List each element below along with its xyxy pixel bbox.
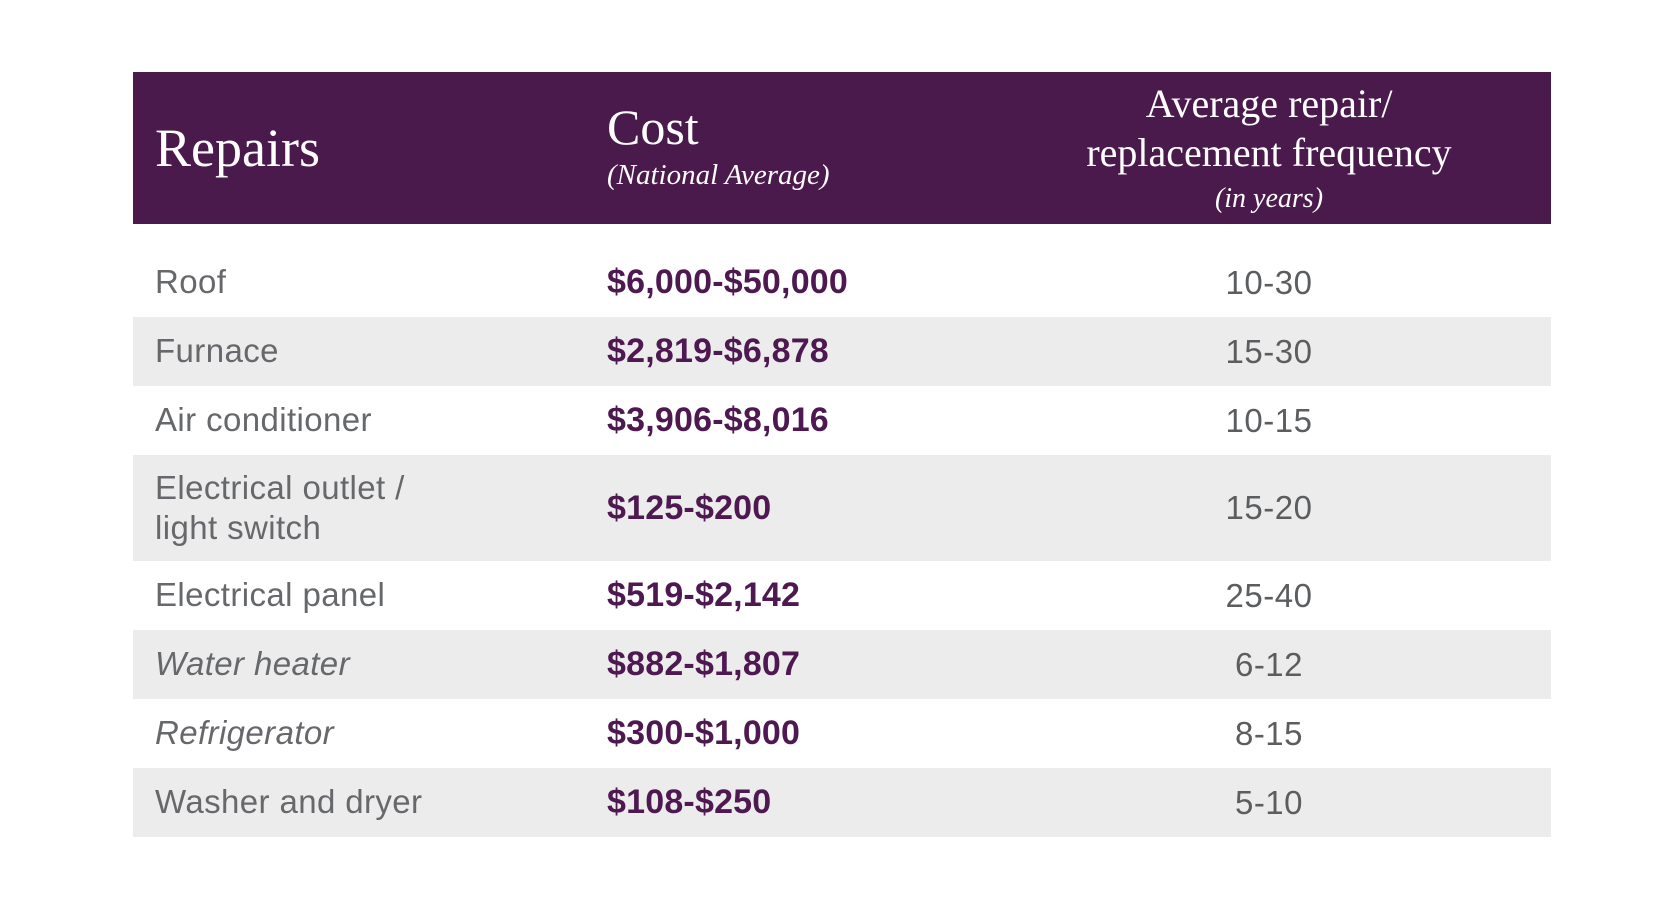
cost-value: $3,906-$8,016 [607, 401, 829, 439]
cost-value: $125-$200 [607, 488, 772, 527]
frequency-value: 5-10 [1234, 783, 1304, 821]
table-row-refrigerator: Refrigerator $300-$1,000 8-15 [133, 699, 1551, 768]
cost-value: $519-$2,142 [607, 576, 801, 614]
repair-label: Electrical panel [155, 576, 386, 614]
repair-cost-table: Repairs Cost (National Average) Average … [133, 72, 1551, 837]
table-row-roof: Roof $6,000-$50,000 10-30 [133, 248, 1551, 317]
repair-label: Water heater [155, 645, 350, 683]
repair-label: Washer and dryer [155, 783, 423, 821]
table-row-water-heater: Water heater $882-$1,807 6-12 [133, 630, 1551, 699]
frequency-value: 15-20 [1225, 489, 1313, 526]
cost-value: $300-$1,000 [607, 714, 801, 752]
repair-label: Roof [155, 263, 227, 301]
frequency-value: 10-30 [1225, 263, 1313, 301]
table-header-row: Repairs Cost (National Average) Average … [133, 72, 1551, 224]
repair-label: Electrical outlet / light switch [133, 468, 607, 549]
header-frequency-label-line2: replacement frequency [1086, 130, 1452, 175]
cost-value: $2,819-$6,878 [607, 332, 829, 370]
table-row-washer-dryer: Washer and dryer $108-$250 5-10 [133, 768, 1551, 837]
header-repairs-label: Repairs [155, 118, 320, 178]
header-cost-label: Cost [607, 99, 699, 156]
header-frequency-subtitle: (in years) [1214, 182, 1324, 214]
repair-label-line1: Electrical outlet / [155, 468, 405, 506]
cost-value: $6,000-$50,000 [607, 263, 849, 301]
cost-value: $108-$250 [607, 783, 772, 821]
frequency-value: 6-12 [1234, 645, 1304, 683]
table-row-furnace: Furnace $2,819-$6,878 15-30 [133, 317, 1551, 386]
frequency-value: 15-30 [1225, 332, 1313, 370]
header-cell-cost: Cost (National Average) [607, 72, 987, 224]
repair-label: Air conditioner [155, 401, 372, 439]
header-cell-frequency: Average repair/ replacement frequency (i… [987, 72, 1551, 224]
repair-label: Furnace [155, 332, 279, 370]
table-body: Roof $6,000-$50,000 10-30 Furnace $2,819… [133, 248, 1551, 837]
frequency-value: 25-40 [1225, 576, 1313, 614]
repair-label-line2: light switch [155, 509, 322, 546]
table-row-electrical-outlet: Electrical outlet / light switch $125-$2… [133, 455, 1551, 561]
header-cost-subtitle: (National Average) [607, 159, 830, 192]
frequency-value: 8-15 [1234, 714, 1304, 752]
table-row-electrical-panel: Electrical panel $519-$2,142 25-40 [133, 561, 1551, 630]
cost-value: $882-$1,807 [607, 645, 801, 683]
frequency-value: 10-15 [1225, 401, 1313, 439]
header-frequency-label-line1: Average repair/ [1145, 81, 1393, 127]
table-row-air-conditioner: Air conditioner $3,906-$8,016 10-15 [133, 386, 1551, 455]
header-cell-repairs: Repairs [133, 72, 607, 224]
repair-label: Refrigerator [155, 714, 335, 752]
header-body-gap [133, 224, 1551, 248]
